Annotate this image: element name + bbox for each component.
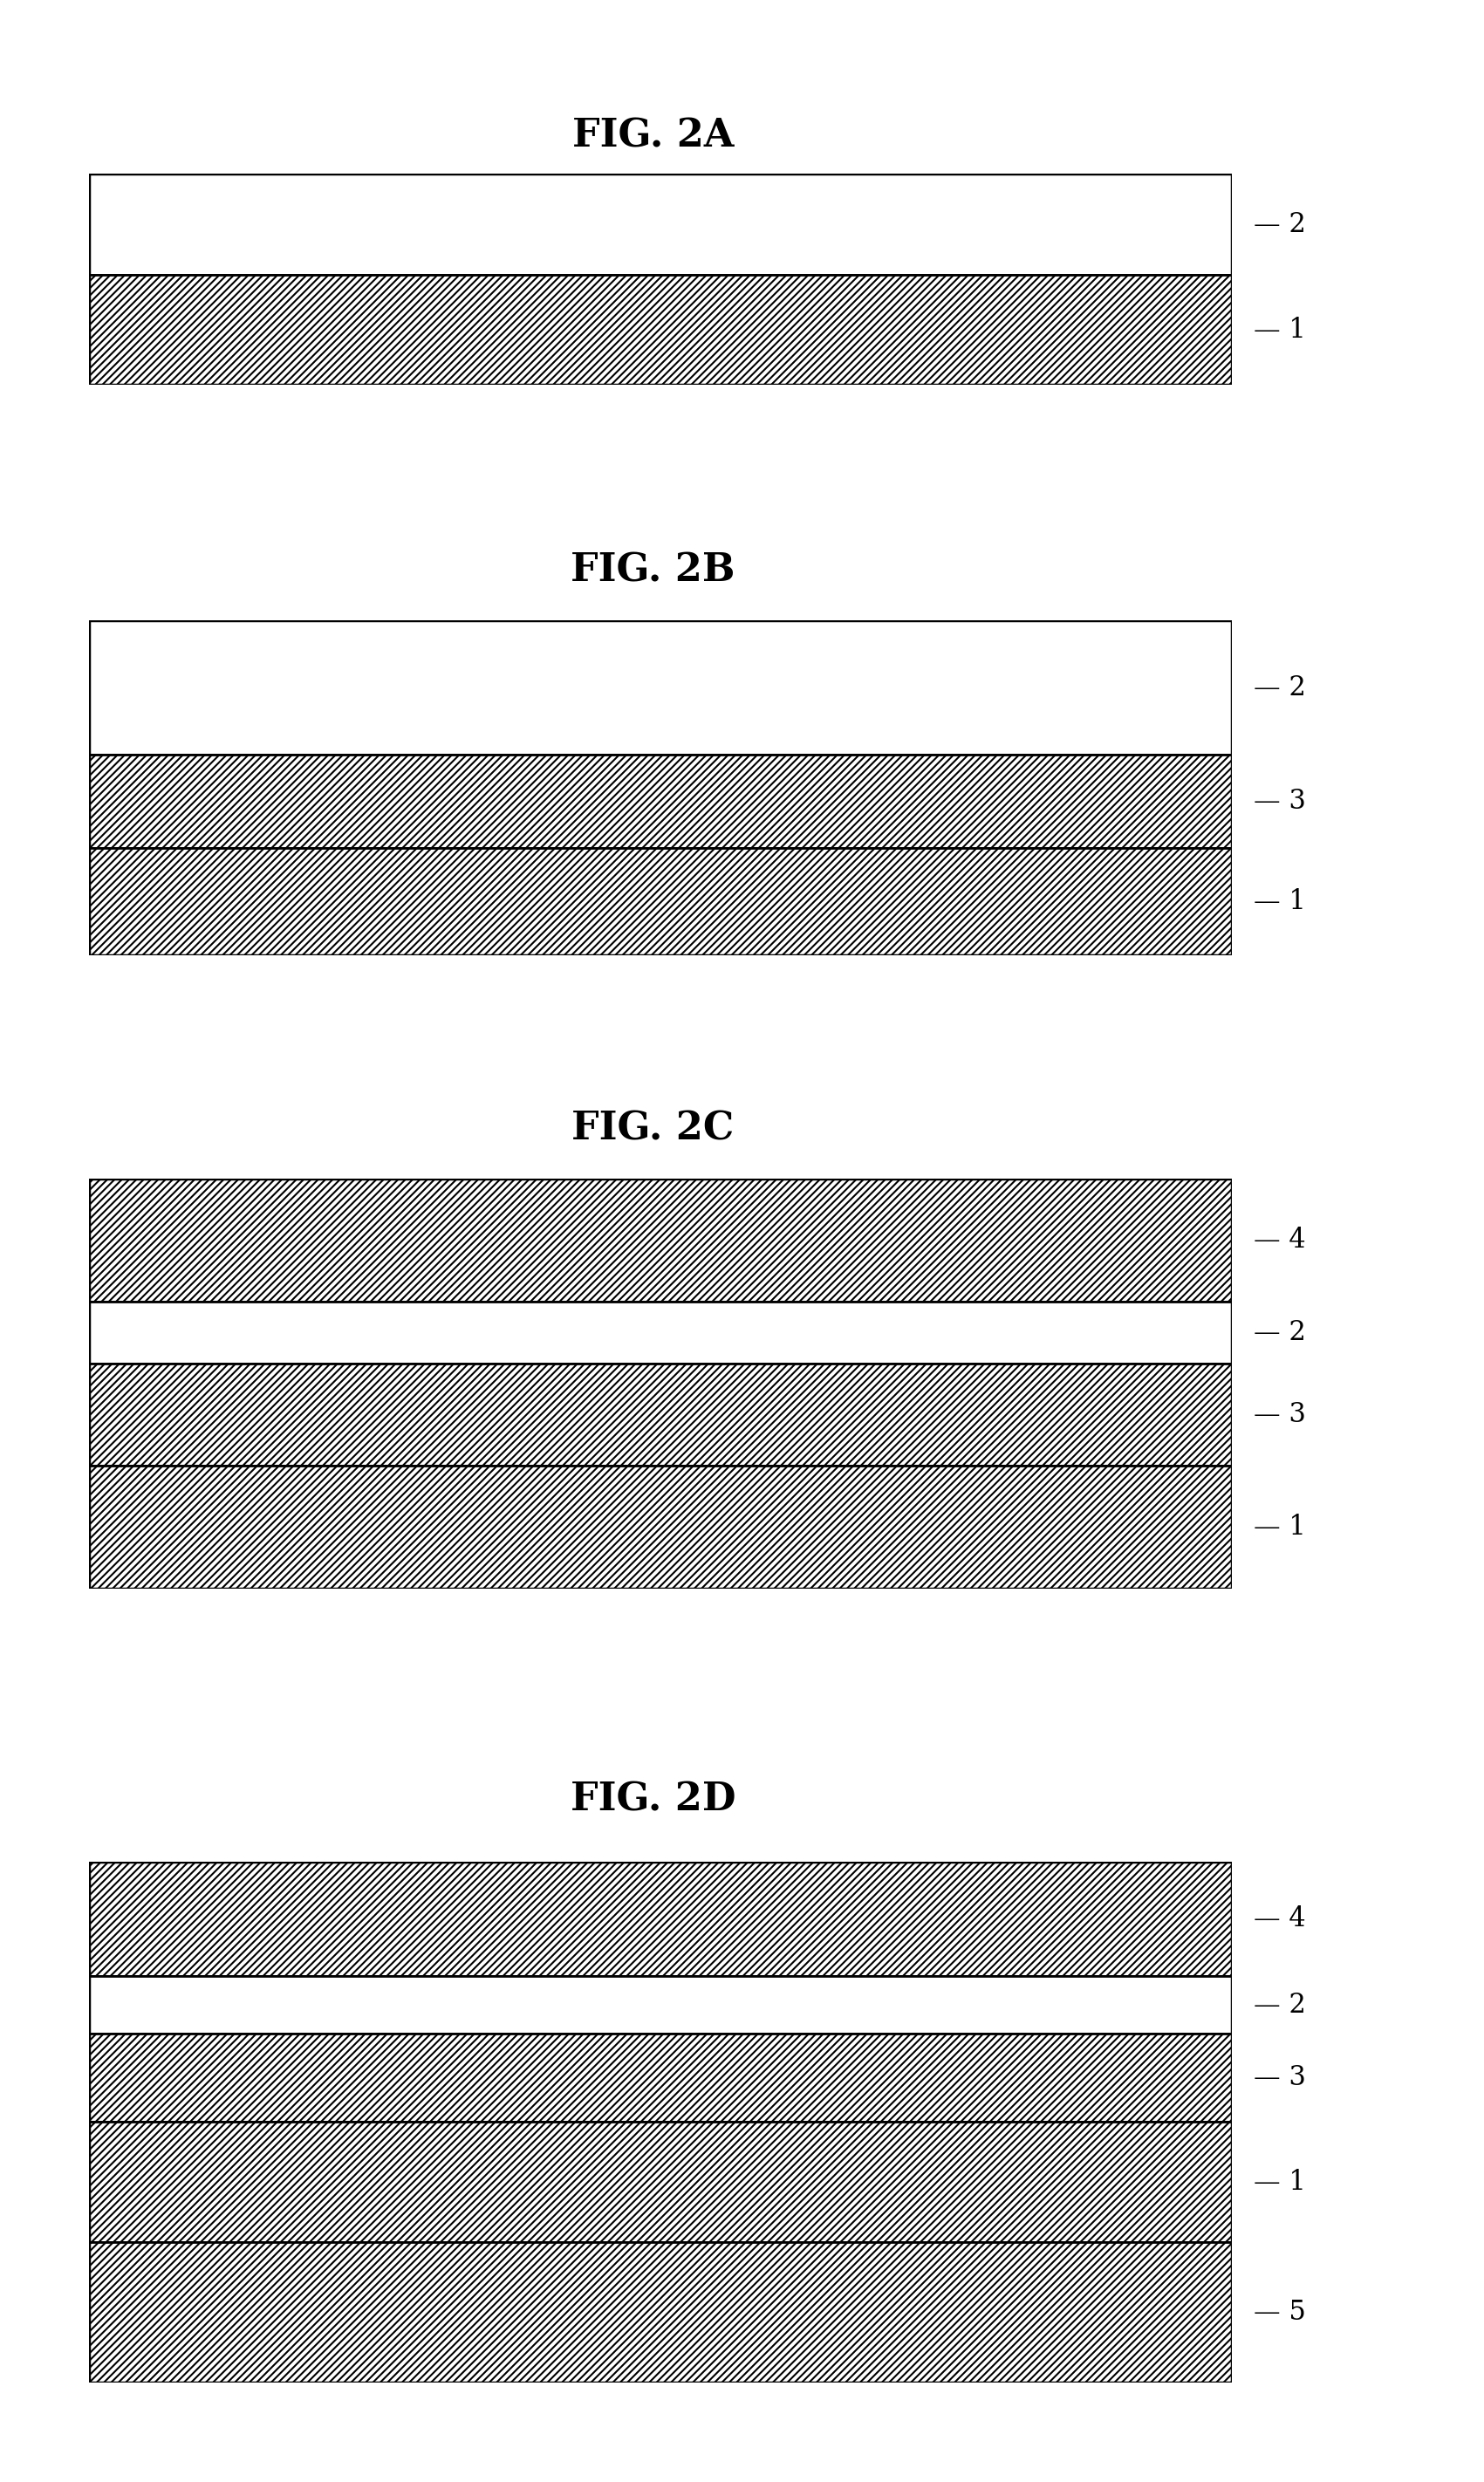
Text: FIG. 2A: FIG. 2A [573, 117, 733, 156]
Bar [89, 2033, 1232, 2122]
Bar [89, 1464, 1232, 1588]
Bar [89, 1862, 1232, 1976]
Text: — 1: — 1 [1254, 315, 1306, 343]
Text: — 2: — 2 [1254, 211, 1306, 238]
Text: — 3: — 3 [1254, 2065, 1306, 2092]
Bar [89, 1301, 1232, 1363]
Text: — 3: — 3 [1254, 1400, 1306, 1427]
Bar [89, 1976, 1232, 2033]
Bar [89, 2241, 1232, 2383]
Text: — 4: — 4 [1254, 1226, 1306, 1253]
Text: FIG. 2C: FIG. 2C [571, 1109, 735, 1149]
Text: — 1: — 1 [1254, 1514, 1306, 1541]
Bar [89, 755, 1232, 849]
Text: — 1: — 1 [1254, 889, 1306, 916]
Bar [89, 276, 1232, 385]
Bar [89, 2122, 1232, 2241]
Text: — 1: — 1 [1254, 2169, 1306, 2197]
Text: FIG. 2B: FIG. 2B [571, 551, 735, 591]
Bar [89, 620, 1232, 755]
Text: — 2: — 2 [1254, 1318, 1306, 1345]
Bar [89, 849, 1232, 956]
Bar [89, 1363, 1232, 1464]
Text: — 2: — 2 [1254, 1991, 1306, 2018]
Text: — 2: — 2 [1254, 675, 1306, 700]
Text: — 3: — 3 [1254, 787, 1306, 814]
Bar [89, 174, 1232, 276]
Text: — 4: — 4 [1254, 1906, 1306, 1933]
Text: — 5: — 5 [1254, 2298, 1306, 2326]
Text: FIG. 2D: FIG. 2D [570, 1780, 736, 1819]
Bar [89, 1179, 1232, 1301]
